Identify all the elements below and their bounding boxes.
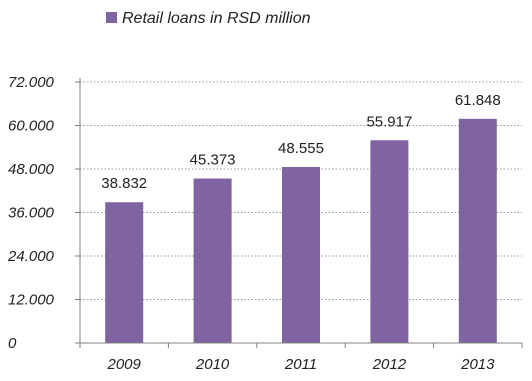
data-label: 55.917: [366, 113, 412, 130]
x-tick-label: 2012: [372, 356, 407, 373]
bars: [105, 118, 497, 344]
x-tick-label: 2013: [460, 356, 495, 373]
legend: Retail loans in RSD million: [106, 10, 311, 27]
y-tick-label: 24.000: [7, 248, 55, 265]
labels: 0 12.000 24.000 36.000 48.000 60.000 72.000 38.…: [7, 74, 501, 373]
bar: [370, 140, 409, 343]
x-tick-label: 2009: [107, 356, 142, 373]
legend-swatch: [106, 12, 117, 23]
y-tick-label: 48.000: [8, 161, 55, 178]
data-label: 45.373: [190, 152, 236, 169]
data-label: 61.848: [455, 92, 501, 109]
bar: [105, 202, 144, 343]
axes: [75, 78, 523, 348]
bar: [193, 178, 232, 343]
x-tick-label: 2010: [195, 356, 230, 373]
data-label: 38.832: [101, 175, 147, 192]
y-tick-label: 0: [8, 335, 17, 352]
bar: [458, 118, 497, 344]
x-tick-label: 2011: [284, 356, 317, 373]
y-tick-label: 12.000: [8, 292, 55, 309]
y-tick-label: 72.000: [8, 74, 55, 91]
bar: [282, 166, 320, 343]
legend-label: Retail loans in RSD million: [122, 10, 311, 27]
data-label: 48.555: [278, 140, 324, 157]
y-tick-label: 36.000: [8, 205, 55, 222]
y-tick-label: 60.000: [8, 118, 55, 135]
